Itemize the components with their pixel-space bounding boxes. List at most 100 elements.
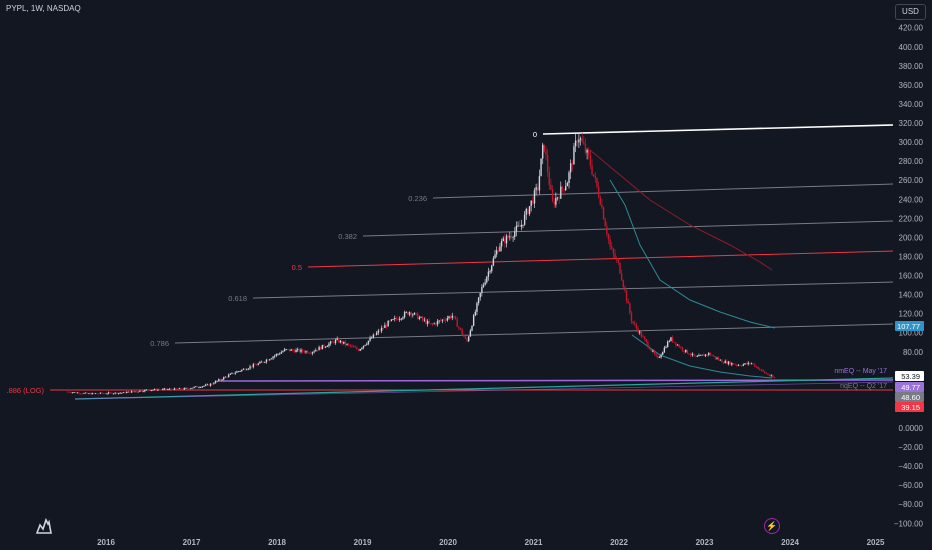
candle-body — [689, 354, 692, 356]
candle-body — [546, 155, 549, 172]
candle-body — [627, 300, 629, 304]
candle-body — [566, 183, 569, 187]
candle-body — [155, 389, 158, 391]
candle-body — [139, 390, 141, 392]
candle-body — [326, 346, 329, 347]
candle-body — [446, 318, 449, 321]
candle-body — [619, 262, 621, 274]
y-tick-label: 180.00 — [899, 252, 924, 261]
candle-body — [213, 383, 215, 385]
rising-trendline — [74, 377, 894, 400]
candle-body — [476, 303, 478, 312]
candle-body — [454, 316, 457, 320]
candle-body — [648, 347, 651, 350]
candle-body — [231, 372, 233, 374]
candle-body — [729, 361, 731, 365]
candle-body — [698, 355, 700, 357]
candle-body — [451, 315, 453, 318]
candle-body — [543, 144, 546, 152]
candle-body — [492, 258, 495, 266]
candle-body — [79, 393, 82, 395]
y-tick-label: 360.00 — [899, 81, 924, 90]
candle-body — [589, 155, 592, 166]
candle-body — [639, 331, 641, 333]
candle-body — [280, 352, 282, 354]
candle-body — [497, 250, 500, 252]
candle-body — [538, 176, 541, 191]
y-tick-label: 400.00 — [899, 43, 924, 52]
candle-body — [111, 392, 113, 394]
candle-body — [343, 341, 345, 344]
candle-body — [175, 388, 177, 390]
candle-body — [666, 341, 669, 348]
candle-body — [331, 341, 333, 343]
candle-body — [760, 369, 763, 371]
candle-body — [620, 273, 623, 281]
candle-body — [324, 346, 327, 348]
candle-body — [180, 388, 182, 390]
candle-body — [165, 388, 167, 390]
candle-body — [711, 355, 713, 357]
lightning-bolt-icon[interactable]: ⚡ — [764, 518, 780, 534]
candle-body — [413, 312, 416, 315]
candle-body — [514, 231, 516, 237]
price-label-text: 53.39 — [901, 372, 920, 381]
candle-body — [305, 351, 307, 353]
candle-body — [84, 392, 87, 394]
candle-body — [124, 392, 126, 394]
candle-body — [203, 385, 205, 387]
candle-body — [311, 352, 314, 354]
price-label-box — [895, 402, 924, 412]
candle-body — [581, 138, 583, 142]
candle-body — [609, 239, 611, 247]
fib-label: 0.236 — [408, 194, 427, 203]
candle-body — [606, 226, 608, 235]
candle-body — [459, 327, 462, 330]
candle-body — [152, 389, 154, 391]
candle-body — [290, 349, 292, 351]
candle-body — [288, 349, 291, 351]
candle-body — [132, 391, 134, 393]
candle-body — [535, 187, 537, 191]
candle-body — [474, 311, 476, 316]
fib-label: .886 (LOG) — [6, 386, 44, 395]
candle-body — [428, 320, 430, 324]
candle-body — [351, 346, 353, 347]
candle-body — [106, 393, 108, 395]
tradingview-logo-icon[interactable] — [34, 516, 54, 536]
candle-body — [229, 373, 232, 375]
candle-body — [117, 392, 120, 394]
candle-body — [190, 388, 192, 390]
candle-body — [665, 347, 667, 348]
candle-body — [505, 235, 508, 244]
y-tick-label: 100.00 — [899, 329, 924, 338]
fib-line — [307, 250, 894, 268]
candle-body — [384, 325, 386, 329]
fib-line — [542, 124, 894, 135]
candle-body — [129, 391, 131, 393]
candle-body — [430, 323, 432, 325]
candle-body — [308, 352, 310, 354]
currency-button[interactable]: USD — [895, 4, 926, 20]
candle-body — [295, 349, 297, 353]
candle-body — [426, 320, 429, 324]
candle-body — [234, 372, 236, 374]
candle-body — [153, 389, 156, 390]
candle-body — [121, 392, 123, 394]
candle-body — [643, 336, 646, 340]
candle-body — [588, 149, 590, 156]
y-tick-label: 140.00 — [899, 291, 924, 300]
candle-body — [696, 356, 698, 358]
candle-body — [216, 380, 218, 382]
x-tick-label: 2019 — [354, 538, 372, 547]
price-label-text: 107.77 — [897, 322, 920, 331]
candle-body — [375, 332, 378, 335]
candle-body — [315, 350, 317, 352]
x-tick-label: 2023 — [696, 538, 714, 547]
candle-body — [523, 214, 526, 225]
candle-body — [528, 206, 531, 215]
candle-body — [727, 361, 730, 364]
candle-body — [130, 391, 133, 393]
candle-body — [420, 316, 422, 318]
